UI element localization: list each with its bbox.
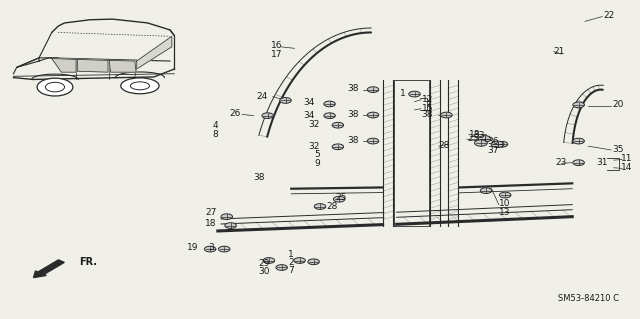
Ellipse shape xyxy=(131,82,150,90)
Circle shape xyxy=(573,138,584,144)
Circle shape xyxy=(204,246,216,252)
Text: 3: 3 xyxy=(208,243,214,252)
Circle shape xyxy=(262,113,273,119)
Circle shape xyxy=(492,141,503,147)
Text: 22: 22 xyxy=(604,11,615,20)
Text: 25: 25 xyxy=(467,134,478,143)
Circle shape xyxy=(480,188,492,194)
Circle shape xyxy=(441,112,452,118)
Circle shape xyxy=(573,160,584,166)
Circle shape xyxy=(218,246,230,252)
Text: 29: 29 xyxy=(259,259,270,268)
Polygon shape xyxy=(137,36,172,69)
Text: 19: 19 xyxy=(187,243,198,252)
Text: 38: 38 xyxy=(347,136,358,145)
Text: 18: 18 xyxy=(469,130,481,138)
Circle shape xyxy=(332,122,344,128)
Polygon shape xyxy=(109,60,136,72)
Circle shape xyxy=(314,204,326,209)
Circle shape xyxy=(499,192,511,198)
Text: 28: 28 xyxy=(326,202,338,211)
Text: 38: 38 xyxy=(347,85,358,93)
Circle shape xyxy=(324,113,335,119)
Circle shape xyxy=(276,265,287,270)
Polygon shape xyxy=(77,59,108,72)
Text: 33: 33 xyxy=(473,131,484,140)
FancyArrow shape xyxy=(33,260,64,278)
Circle shape xyxy=(280,98,291,103)
Circle shape xyxy=(573,102,584,108)
Text: 23: 23 xyxy=(555,158,566,167)
Circle shape xyxy=(225,223,236,228)
Text: 17: 17 xyxy=(271,50,282,59)
Circle shape xyxy=(479,136,490,142)
Circle shape xyxy=(496,141,508,147)
Circle shape xyxy=(367,138,379,144)
Circle shape xyxy=(367,87,379,93)
Text: 20: 20 xyxy=(612,100,624,109)
Text: 13: 13 xyxy=(499,208,510,217)
Text: 25: 25 xyxy=(335,193,347,202)
Text: 30: 30 xyxy=(259,267,270,276)
Circle shape xyxy=(367,112,379,118)
Circle shape xyxy=(333,196,345,202)
Text: 27: 27 xyxy=(205,208,216,217)
Circle shape xyxy=(221,214,232,219)
Text: 1: 1 xyxy=(288,250,294,259)
Text: 5: 5 xyxy=(314,150,320,159)
Text: 9: 9 xyxy=(314,159,320,168)
Polygon shape xyxy=(52,58,76,72)
Text: 18: 18 xyxy=(205,219,216,227)
Circle shape xyxy=(308,259,319,265)
Circle shape xyxy=(37,78,73,96)
Circle shape xyxy=(478,136,491,142)
Text: 32: 32 xyxy=(308,120,320,129)
Circle shape xyxy=(263,258,275,263)
Text: FR.: FR. xyxy=(79,257,97,267)
Ellipse shape xyxy=(121,78,159,94)
Text: 34: 34 xyxy=(303,111,315,120)
Text: 4: 4 xyxy=(212,121,218,130)
Text: 24: 24 xyxy=(257,92,268,101)
Text: 12: 12 xyxy=(422,95,433,104)
Circle shape xyxy=(324,101,335,107)
Text: 7: 7 xyxy=(288,266,294,275)
Circle shape xyxy=(294,258,305,263)
Text: 10: 10 xyxy=(499,199,510,208)
Text: 38: 38 xyxy=(347,110,358,119)
Text: 26: 26 xyxy=(229,109,241,118)
Text: SM53-84210 C: SM53-84210 C xyxy=(558,294,619,303)
Text: 14: 14 xyxy=(621,163,633,172)
Text: 21: 21 xyxy=(554,47,565,56)
Text: 8: 8 xyxy=(212,130,218,138)
Circle shape xyxy=(409,91,420,97)
Text: 28: 28 xyxy=(439,141,450,150)
Circle shape xyxy=(491,141,504,147)
Circle shape xyxy=(474,140,487,146)
Text: 38: 38 xyxy=(421,110,433,119)
Text: 15: 15 xyxy=(422,104,434,113)
Text: 35: 35 xyxy=(612,145,624,154)
Text: 32: 32 xyxy=(308,142,320,151)
Circle shape xyxy=(45,82,65,92)
Text: 1: 1 xyxy=(400,89,406,98)
Text: 11: 11 xyxy=(621,154,633,163)
Text: 2: 2 xyxy=(288,258,294,267)
Text: 36: 36 xyxy=(487,137,499,146)
Text: 38: 38 xyxy=(253,174,265,182)
Circle shape xyxy=(332,144,344,150)
Text: 37: 37 xyxy=(487,146,499,155)
Text: 16: 16 xyxy=(271,41,282,50)
Text: 31: 31 xyxy=(596,158,607,167)
Text: 34: 34 xyxy=(303,98,315,107)
